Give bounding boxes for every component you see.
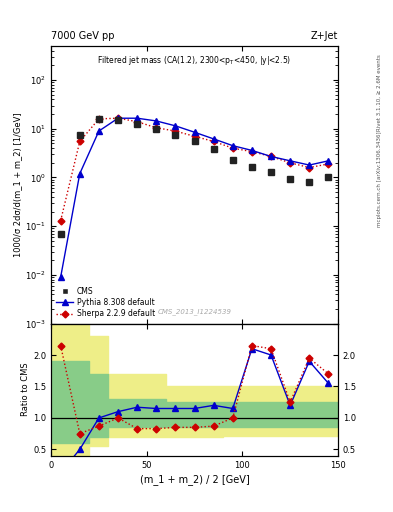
Text: Filtered jet mass (CA(1.2), 2300<p$_\mathrm{T}$<450, |y|<2.5): Filtered jet mass (CA(1.2), 2300<p$_\mat…: [97, 54, 292, 68]
Text: Rivet 3.1.10, ≥ 2.6M events: Rivet 3.1.10, ≥ 2.6M events: [377, 54, 382, 131]
Text: CMS_2013_I1224539: CMS_2013_I1224539: [158, 308, 231, 315]
Text: 7000 GeV pp: 7000 GeV pp: [51, 31, 115, 40]
Text: mcplots.cern.ch [arXiv:1306.3436]: mcplots.cern.ch [arXiv:1306.3436]: [377, 132, 382, 227]
X-axis label: (m_1 + m_2) / 2 [GeV]: (m_1 + m_2) / 2 [GeV]: [140, 474, 250, 485]
Y-axis label: 1000/σ 2dσ/d(m_1 + m_2) [1/GeV]: 1000/σ 2dσ/d(m_1 + m_2) [1/GeV]: [13, 113, 22, 257]
Legend: CMS, Pythia 8.308 default, Sherpa 2.2.9 default: CMS, Pythia 8.308 default, Sherpa 2.2.9 …: [55, 285, 157, 319]
Y-axis label: Ratio to CMS: Ratio to CMS: [21, 363, 30, 416]
Text: Z+Jet: Z+Jet: [310, 31, 338, 40]
